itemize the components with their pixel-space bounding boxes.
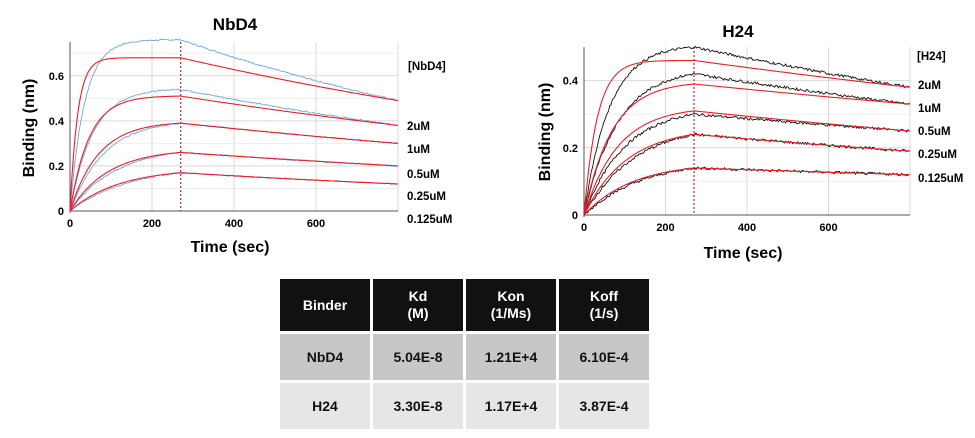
data-trace-2uM: [583, 45, 910, 215]
x-tick-label: 0: [581, 222, 587, 234]
concentration-label: 0.125uM: [918, 173, 963, 185]
h24-chart: H24 Time (sec) Binding (nm) [H24] 0 200 40…: [505, 0, 975, 262]
nbd4-plot-area: 0 200 400 600 0 0.2 0.4 0.6 2uM 1uM 0.5uM 0.25uM 0.1…: [49, 38, 452, 230]
kinetics-table: Binder Kd (M) Kon (1/Ms) Koff (1/s) NbD4 5.…: [277, 276, 652, 432]
fit-curve-2uM: [69, 57, 399, 212]
y-tick-label: 0.6: [49, 71, 64, 83]
header-label: Kd: [408, 288, 428, 304]
table-row: NbD4 5.04E-8 1.21E+4 6.10E-4: [280, 334, 649, 380]
fit-curve-0.125uM: [583, 167, 911, 216]
concentration-label: 0.125uM: [407, 214, 452, 226]
concentration-label: 2uM: [407, 121, 430, 133]
header-label: Koff: [590, 288, 618, 304]
header-unit: (1/s): [589, 305, 619, 321]
y-tick-label: 0.4: [49, 116, 65, 128]
chart-title: NbD4: [213, 15, 258, 34]
y-axis-label: Binding (nm): [537, 83, 554, 182]
fit-curve-2uM: [583, 59, 911, 216]
cell-kon: 1.17E+4: [466, 383, 556, 429]
cell-binder: NbD4: [280, 334, 370, 380]
x-tick-label: 200: [143, 218, 161, 230]
fit-curve-0.5uM: [583, 110, 911, 216]
data-trace-0.25uM: [583, 132, 910, 217]
concentration-label: 0.5uM: [918, 126, 951, 138]
header-unit: (1/Ms): [490, 305, 532, 321]
data-trace-1uM: [583, 72, 910, 216]
cell-koff: 6.10E-4: [559, 334, 649, 380]
y-tick-label: 0.4: [563, 76, 579, 88]
data-trace-2uM: [69, 38, 398, 212]
fit-curve-0.25uM: [69, 151, 399, 212]
x-tick-label: 400: [225, 218, 243, 230]
fit-curve-1uM: [69, 95, 399, 212]
fit-curve-0.25uM: [583, 133, 911, 216]
cell-kd: 3.30E-8: [373, 383, 463, 429]
legend-title: [NbD4]: [408, 61, 446, 73]
concentration-label: 2uM: [918, 80, 941, 92]
h24-chart-svg: H24 Time (sec) Binding (nm) [H24] 0 200 40…: [537, 22, 963, 262]
cell-koff: 3.87E-4: [559, 383, 649, 429]
nbd4-chart: NbD4 Time (sec) Binding (nm) [NbD4] 0 200…: [0, 0, 470, 262]
fit-curve-1uM: [583, 83, 911, 216]
x-tick-label: 600: [307, 218, 325, 230]
x-tick-label: 400: [738, 222, 756, 234]
concentration-label: 0.5uM: [407, 169, 440, 181]
fit-curve-0.125uM: [69, 172, 399, 212]
header-kon: Kon (1/Ms): [466, 279, 556, 331]
table-header-row: Binder Kd (M) Kon (1/Ms) Koff (1/s): [280, 279, 649, 331]
concentration-label: 0.25uM: [918, 149, 957, 161]
legend-title: [H24]: [917, 51, 946, 63]
header-unit: (M): [407, 305, 429, 321]
cell-kd: 5.04E-8: [373, 334, 463, 380]
nbd4-chart-svg: NbD4 Time (sec) Binding (nm) [NbD4] 0 200…: [21, 15, 452, 256]
data-trace-1uM: [69, 88, 398, 212]
y-tick-label: 0: [58, 206, 64, 218]
y-tick-label: 0: [572, 210, 578, 222]
h24-plot-area: 0 200 400 600 0 0.2 0.4 2uM 1uM 0.5uM 0.25uM 0.125u…: [563, 45, 963, 234]
concentration-label: 1uM: [918, 103, 941, 115]
chart-title: H24: [722, 22, 754, 41]
x-tick-label: 0: [67, 218, 73, 230]
y-axis-label: Binding (nm): [21, 79, 38, 178]
y-tick-label: 0.2: [563, 143, 578, 155]
header-label: Binder: [302, 296, 348, 313]
cell-kon: 1.21E+4: [466, 334, 556, 380]
x-axis-label: Time (sec): [191, 239, 270, 256]
header-binder: Binder: [280, 279, 370, 331]
x-tick-label: 600: [819, 222, 837, 234]
y-tick-label: 0.2: [49, 161, 64, 173]
concentration-label: 1uM: [407, 144, 430, 156]
concentration-label: 0.25uM: [407, 191, 446, 203]
header-koff: Koff (1/s): [559, 279, 649, 331]
fit-curve-0.5uM: [69, 122, 399, 212]
header-kd: Kd (M): [373, 279, 463, 331]
cell-binder: H24: [280, 383, 370, 429]
x-axis-label: Time (sec): [704, 245, 783, 262]
x-tick-label: 200: [656, 222, 674, 234]
table-row: H24 3.30E-8 1.17E+4 3.87E-4: [280, 383, 649, 429]
header-label: Kon: [497, 288, 525, 304]
